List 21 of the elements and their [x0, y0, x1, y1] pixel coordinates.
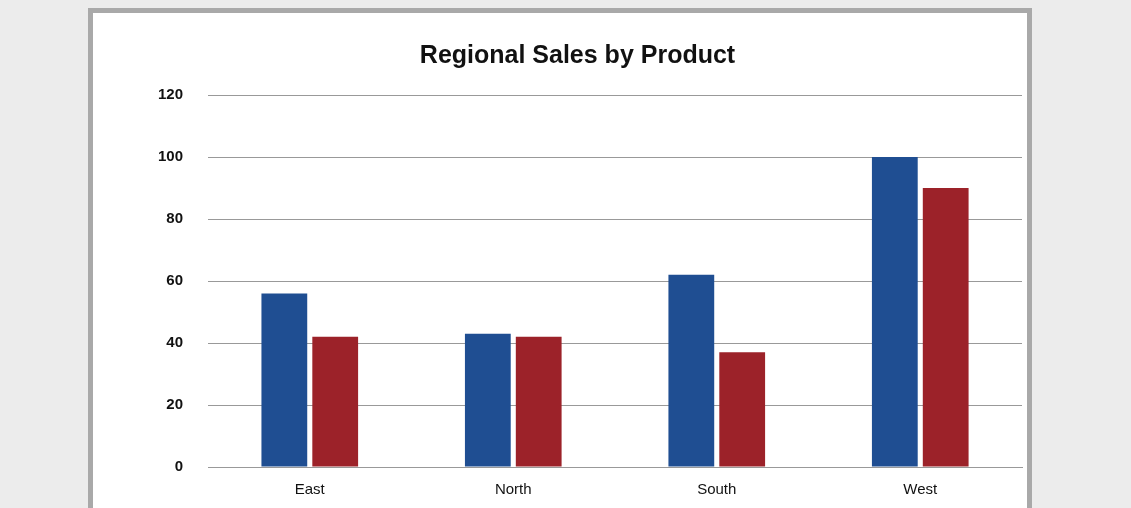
x-tick-label: North	[494, 480, 532, 498]
chart-title: Regional Sales by Product	[419, 39, 736, 68]
bar	[668, 274, 715, 467]
y-tick-label: 100	[158, 147, 184, 165]
bar	[515, 336, 562, 467]
y-tick-label: 20	[166, 395, 184, 413]
y-tick-label: 0	[174, 457, 184, 475]
bar	[871, 157, 918, 467]
bar	[464, 333, 511, 467]
bar	[261, 293, 308, 467]
bar	[719, 352, 766, 467]
x-tick-label: East	[294, 480, 326, 498]
x-tick-label: West	[903, 480, 939, 498]
bar	[922, 188, 969, 467]
y-tick-label: 60	[166, 271, 184, 289]
y-tick-label: 80	[166, 209, 184, 227]
bar	[312, 336, 359, 467]
y-tick-label: 120	[158, 85, 184, 103]
x-tick-label: South	[697, 480, 737, 498]
frame: Regional Sales by Product East North South West 0 20 40 60 80 100 120	[88, 8, 1032, 508]
y-tick-label: 40	[166, 333, 184, 351]
